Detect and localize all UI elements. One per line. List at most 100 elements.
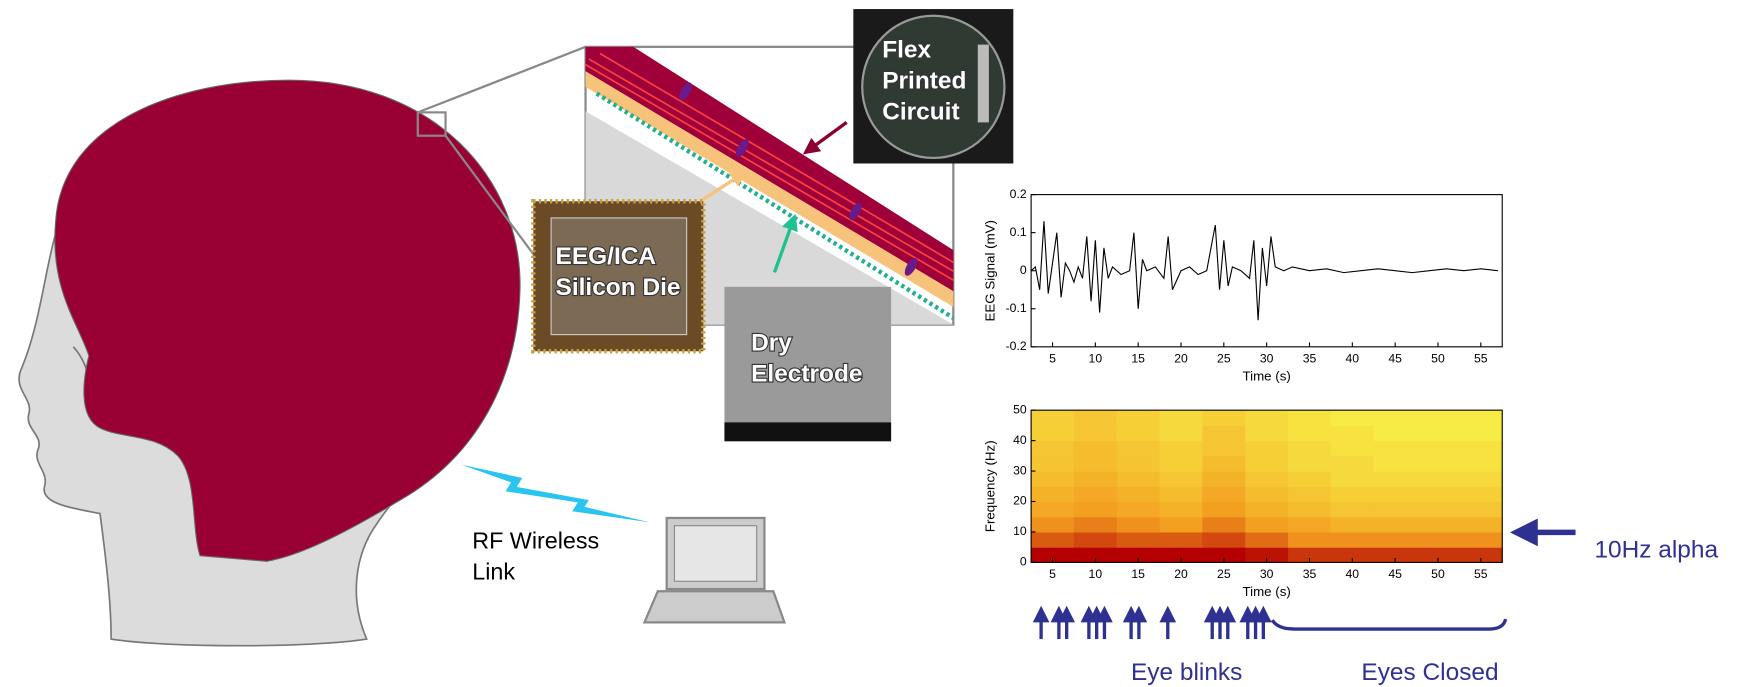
flex-layer	[585, 46, 954, 292]
spectrogram-cell	[1202, 516, 1246, 533]
spectrogram-cell	[1373, 501, 1418, 518]
y-tick-label: 0	[1020, 555, 1027, 569]
spectrogram-cell	[1073, 516, 1118, 533]
spectrogram-cell	[1116, 547, 1161, 563]
alpha-label: 10Hz alpha	[1594, 537, 1718, 564]
spectrogram-cell	[1245, 410, 1289, 426]
spectrogram-cell	[1330, 410, 1375, 426]
spectrogram-cell	[1245, 531, 1289, 548]
spectrogram-cell	[1159, 501, 1203, 518]
y-tick-label: 10	[1013, 524, 1027, 538]
eeg-line	[1030, 221, 1499, 321]
spectrogram-cell	[1116, 455, 1161, 472]
electrode-label: Dry Electrode	[751, 330, 862, 388]
spectrogram-cell	[1459, 516, 1503, 533]
spectrogram-cell	[1031, 410, 1075, 426]
spectrogram-cell	[1459, 486, 1503, 503]
spectrogram-cell	[1031, 455, 1075, 472]
spectrogram-cell	[1116, 410, 1161, 426]
spectrogram-cell	[1373, 531, 1418, 548]
x-tick-label: 5	[1049, 567, 1056, 581]
spectrogram-cell	[1330, 547, 1375, 563]
spectrogram-cell	[1245, 425, 1289, 442]
y-tick-label: -0.1	[1006, 301, 1027, 315]
spectrogram-cell	[1031, 486, 1075, 503]
traces	[585, 52, 954, 281]
spectrogram-cell	[1416, 547, 1460, 563]
charts: 5 10 15 20 25 30 35 40 45 50 55-0.2-0.100.10.2Time…	[983, 187, 1503, 599]
x-tick-label: 35	[1303, 351, 1317, 365]
x-tick-label: 30	[1260, 351, 1274, 365]
spectrogram-cell	[1373, 455, 1418, 472]
spectrogram-cell	[1459, 531, 1503, 548]
spectrogram-cell	[1330, 471, 1375, 487]
x-tick-label: 10	[1089, 567, 1103, 581]
spectrogram-cell	[1245, 516, 1289, 533]
spectrogram-cell	[1459, 410, 1503, 426]
spectrogram-cell	[1031, 547, 1075, 563]
spectrogram-cell	[1159, 516, 1203, 533]
spectrogram-cell	[1202, 455, 1246, 472]
die-layer	[585, 71, 954, 307]
spectrogram-cell	[1288, 440, 1332, 457]
spectrogram-cell	[1202, 425, 1246, 442]
spectrogram-cell	[1073, 547, 1118, 563]
spectrogram-cell	[1373, 440, 1418, 457]
spectrogram-cell	[1202, 486, 1246, 503]
spectrogram-cell	[1031, 425, 1075, 442]
spectrogram-cell	[1202, 440, 1246, 457]
spectrogram-cell	[1031, 440, 1075, 457]
x-tick-label: 55	[1474, 351, 1488, 365]
spectrogram-cell	[1459, 501, 1503, 518]
y-tick-label: -0.2	[1006, 339, 1027, 353]
x-tick-label: 40	[1346, 567, 1360, 581]
spectrogram-cell	[1245, 471, 1289, 487]
spectrogram-cell	[1416, 501, 1460, 518]
spectrogram-cell	[1159, 547, 1203, 563]
spectrogram-cell	[1073, 486, 1118, 503]
spectrogram-cell	[1373, 410, 1418, 426]
die-core	[550, 217, 688, 336]
spectrogram-cell	[1330, 440, 1375, 457]
x-tick-label: 45	[1388, 351, 1402, 365]
spectrogram-cell	[1288, 410, 1332, 426]
spectrogram-cell	[1416, 440, 1460, 457]
spectrogram-cell	[1116, 471, 1161, 487]
flex-label: Flex Printed Circuit	[882, 37, 966, 126]
spectrogram-cell	[1159, 486, 1203, 503]
spectrogram-cell	[1330, 531, 1375, 548]
spectrogram-cell	[1373, 516, 1418, 533]
spectrogram-cell	[1073, 501, 1118, 518]
laptop-base	[642, 590, 787, 624]
spectrogram-cell	[1416, 516, 1460, 533]
y-tick-label: 30	[1013, 463, 1027, 477]
plot-frame	[1030, 409, 1503, 563]
cap	[54, 79, 521, 562]
spectrogram-cell	[1073, 410, 1118, 426]
spectrogram-cell	[1202, 410, 1246, 426]
spectrogram-cell	[1116, 486, 1161, 503]
x-tick-label: 20	[1174, 567, 1188, 581]
spectrogram-cell	[1159, 471, 1203, 487]
spectrogram-cell	[1459, 425, 1503, 442]
arrow	[772, 213, 798, 273]
spectrogram-cell	[1373, 486, 1418, 503]
spectrogram-cell	[1159, 531, 1203, 548]
spectrogram-cell	[1288, 455, 1332, 472]
y-tick-label: 0	[1020, 263, 1027, 277]
arrow	[701, 170, 748, 202]
y-tick-label: 50	[1013, 402, 1027, 416]
spectrogram-cell	[1330, 455, 1375, 472]
x-tick-label: 50	[1431, 567, 1445, 581]
y-tick-label: 0.2	[1010, 187, 1027, 201]
spectrogram-cell	[1031, 471, 1075, 487]
x-tick-label: 45	[1388, 567, 1402, 581]
spectrogram-cell	[1288, 486, 1332, 503]
spectrogram-cell	[1116, 425, 1161, 442]
spectrogram-cell	[1159, 425, 1203, 442]
spectrogram-cell	[1288, 531, 1332, 548]
spectrogram-cell	[1288, 425, 1332, 442]
lightning	[461, 464, 650, 523]
x-tick-label: 50	[1431, 351, 1445, 365]
